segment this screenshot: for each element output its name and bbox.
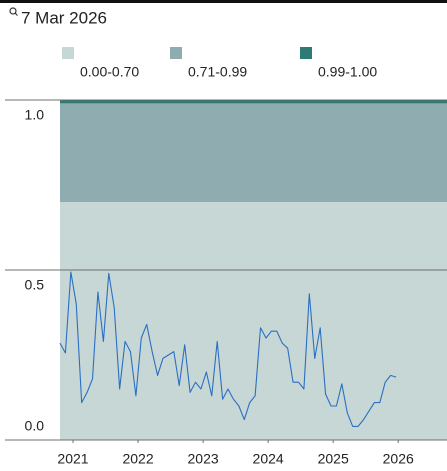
top-border	[0, 0, 447, 3]
legend-swatch	[300, 47, 312, 59]
band	[60, 202, 447, 440]
x-tick-label: 2023	[188, 451, 219, 467]
x-tick-label: 2021	[57, 451, 88, 467]
band	[60, 103, 447, 202]
legend-label: 0.71-0.99	[188, 64, 247, 80]
band	[60, 100, 447, 104]
x-tick-label: 2022	[122, 451, 153, 467]
legend-swatch	[170, 47, 182, 59]
y-tick-label: 0.0	[25, 418, 45, 434]
x-tick-label: 2026	[383, 451, 414, 467]
x-tick-label: 2025	[318, 451, 349, 467]
y-tick-label: 0.5	[25, 277, 45, 293]
search-icon	[9, 7, 18, 16]
y-tick-label: 1.0	[25, 107, 45, 123]
legend-swatch	[62, 47, 74, 59]
series-line	[59, 271, 397, 427]
legend-label: 0.99-1.00	[318, 64, 377, 80]
chart-title: 7 Mar 2026	[21, 8, 107, 27]
x-tick-label: 2024	[253, 451, 284, 467]
legend-label: 0.00-0.70	[80, 64, 139, 80]
